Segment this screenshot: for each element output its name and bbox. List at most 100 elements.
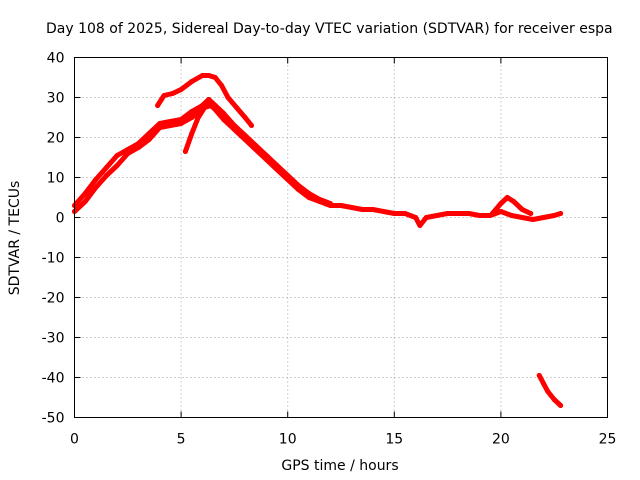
data-point [182,149,188,154]
data-point [498,201,504,206]
data-point [541,215,547,220]
y-tick-label: 30 [47,91,65,107]
data-point [146,137,152,142]
tick-layer: 0 5 10 15 20 25 -50 -40 -30 -20 -10 0 10 20 30 40 [42,51,617,448]
data-point [317,197,323,202]
x-tick-label: 5 [177,432,186,448]
data-point [349,205,355,210]
y-tick-label: 40 [47,51,65,67]
data-point [417,223,423,228]
data-point [93,177,99,182]
data-point [285,173,291,178]
data-point [434,213,440,218]
data-point [558,211,564,216]
data-point [202,105,208,110]
data-point [509,213,515,218]
data-point [511,199,517,204]
data-point [125,147,131,152]
data-point [391,211,397,216]
y-tick-label: -40 [42,371,65,387]
data-point [199,73,205,78]
data-point [551,397,557,402]
x-tick-label: 0 [70,432,79,448]
chart-title: Day 108 of 2025, Sidereal Day-to-day VTE… [46,21,613,37]
data-point [242,133,248,138]
data-point [170,91,176,96]
data-point [212,75,218,80]
data-point [225,95,231,100]
x-tick-label: 25 [599,432,617,448]
data-point [519,207,525,212]
y-tick-label: 20 [47,131,65,147]
data-point [157,121,163,126]
x-tick-label: 15 [385,432,403,448]
data-point [189,131,195,136]
plot-frame [74,57,608,418]
data-point [212,103,218,108]
data-point [82,199,88,204]
data-point [306,191,312,196]
data-point [489,211,495,216]
data-point [545,389,551,394]
data-point [477,213,483,218]
data-point [206,73,212,78]
data-point [263,153,269,158]
x-tick-label: 10 [279,432,297,448]
data-point [221,111,227,116]
data-point [253,143,259,148]
data-point [381,209,387,214]
series-trace-main-lower [72,101,564,228]
data-point [231,123,237,128]
data-point [234,105,240,110]
data-point [178,87,184,92]
data-point [93,185,99,190]
data-point [445,211,451,216]
data-point [530,217,536,222]
data-point [189,115,195,120]
data-point [413,215,419,220]
data-point [103,165,109,170]
data-point [274,163,280,168]
x-tick-label: 20 [492,432,510,448]
data-point [327,201,333,206]
grid-layer [74,57,608,418]
data-point [370,207,376,212]
data-point [295,183,301,188]
data-point [219,83,225,88]
data-point [161,93,167,98]
data-point [423,215,429,220]
data-point [155,103,161,108]
data-point [359,207,365,212]
data-point [167,119,173,124]
data-point [551,213,557,218]
data-point [528,211,534,216]
series-layer [72,73,564,408]
data-point [206,97,212,102]
data-point [103,173,109,178]
data-point [82,191,88,196]
y-tick-label: -30 [42,331,65,347]
y-tick-label: 10 [47,171,65,187]
y-axis-label: SDTVAR / TECUs [7,181,23,296]
data-point [498,209,504,214]
data-point [338,203,344,208]
data-point [208,103,214,108]
data-point [146,131,152,136]
data-point [242,115,248,120]
data-point [189,79,195,84]
data-point [541,381,547,386]
data-point [178,117,184,122]
data-point [536,373,542,378]
data-point [466,211,472,216]
data-point [558,403,564,408]
x-axis-label: GPS time / hours [281,458,398,474]
data-point [248,123,254,128]
data-point [114,153,120,158]
data-point [504,195,510,200]
data-point [402,211,408,216]
data-point [189,109,195,114]
data-point [195,115,201,120]
y-tick-label: -10 [42,251,65,267]
y-tick-label: -20 [42,291,65,307]
